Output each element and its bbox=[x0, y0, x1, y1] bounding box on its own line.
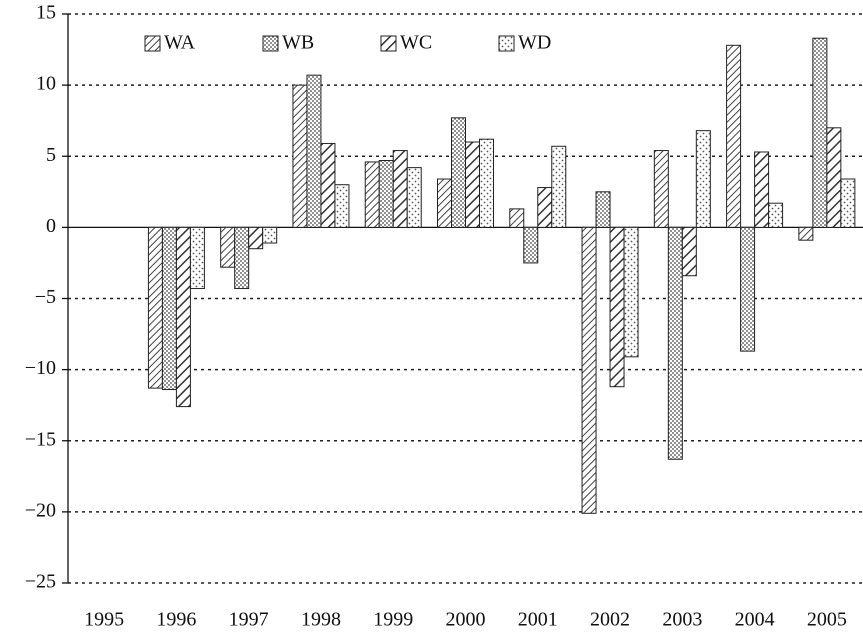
bar bbox=[175, 226, 191, 408]
bar bbox=[451, 117, 466, 228]
bar bbox=[740, 226, 756, 352]
legend-swatch bbox=[380, 35, 397, 52]
y-tick-label: −10 bbox=[25, 357, 56, 379]
bar bbox=[840, 178, 856, 228]
x-tick-label: 1995 bbox=[84, 609, 124, 631]
bar bbox=[248, 226, 264, 250]
y-tick-label: 15 bbox=[36, 2, 56, 24]
bar bbox=[292, 84, 308, 228]
bar bbox=[754, 151, 770, 228]
bar bbox=[581, 226, 597, 514]
x-tick-label: 1999 bbox=[373, 609, 413, 631]
x-tick-label: 1997 bbox=[229, 609, 269, 631]
bar bbox=[509, 208, 525, 228]
bar bbox=[595, 191, 611, 228]
y-tick-label: −25 bbox=[25, 571, 56, 593]
bar bbox=[653, 150, 669, 228]
x-tick-label: 1998 bbox=[301, 609, 341, 631]
legend-label: WB bbox=[282, 32, 314, 54]
bar bbox=[826, 127, 842, 228]
x-tick-label: 2004 bbox=[735, 609, 775, 631]
bar bbox=[147, 226, 163, 389]
legend-swatch bbox=[144, 35, 161, 52]
bar bbox=[189, 226, 205, 290]
y-tick-label: −15 bbox=[25, 428, 56, 450]
bar bbox=[392, 150, 408, 228]
bar bbox=[320, 142, 336, 228]
bar bbox=[667, 226, 683, 460]
bar bbox=[623, 226, 639, 358]
x-tick-label: 2001 bbox=[518, 609, 558, 631]
bar bbox=[537, 187, 553, 228]
bar bbox=[234, 226, 250, 290]
bar bbox=[364, 161, 380, 228]
bar bbox=[406, 167, 422, 228]
y-tick-label: 0 bbox=[46, 215, 56, 237]
x-tick-label: 2000 bbox=[446, 609, 486, 631]
y-tick-label: 10 bbox=[36, 73, 56, 95]
x-tick-label: 2005 bbox=[807, 609, 847, 631]
bar bbox=[695, 130, 711, 228]
bar bbox=[378, 160, 394, 228]
bar bbox=[220, 226, 236, 268]
bar bbox=[798, 226, 814, 241]
bar bbox=[812, 37, 828, 228]
bar bbox=[479, 138, 494, 228]
x-tick-label: 2002 bbox=[590, 609, 630, 631]
bar bbox=[161, 226, 177, 391]
legend-swatch bbox=[262, 35, 279, 52]
bar bbox=[334, 184, 350, 228]
x-tick-label: 1996 bbox=[156, 609, 196, 631]
bar bbox=[437, 178, 452, 228]
bar bbox=[768, 202, 784, 228]
bar bbox=[262, 226, 278, 244]
bar bbox=[609, 226, 625, 388]
y-tick-label: −20 bbox=[25, 499, 56, 521]
bar bbox=[465, 141, 480, 228]
bar bbox=[306, 74, 322, 228]
y-tick-label: 5 bbox=[46, 144, 56, 166]
bar bbox=[681, 226, 697, 277]
bar bbox=[726, 44, 742, 228]
legend-swatch bbox=[498, 35, 515, 52]
y-tick-label: −5 bbox=[35, 286, 56, 308]
legend-label: WA bbox=[164, 32, 196, 54]
legend-label: WD bbox=[518, 32, 551, 54]
bar bbox=[551, 145, 567, 228]
legend-label: WC bbox=[400, 32, 432, 54]
x-tick-label: 2003 bbox=[662, 609, 702, 631]
bar bbox=[523, 226, 539, 264]
